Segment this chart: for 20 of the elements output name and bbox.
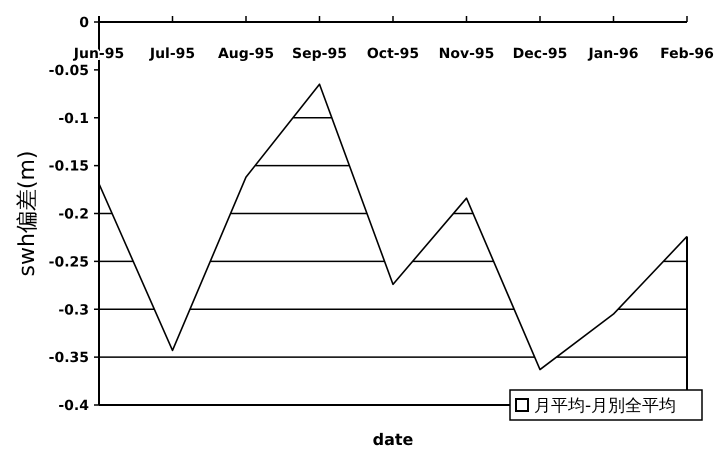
x-tick-label: Oct-95 (366, 46, 420, 62)
y-tick-label: 0 (79, 15, 90, 31)
legend-label: 月平均-月別全平均 (534, 396, 676, 416)
y-tick-label: -0.15 (48, 158, 89, 175)
x-axis-title: date (372, 430, 414, 449)
x-tick-label: Feb-96 (660, 46, 714, 62)
x-tick-label: Sep-95 (292, 46, 347, 62)
x-tick-label: Jan-96 (588, 46, 638, 62)
y-tick-label: -0.35 (48, 350, 89, 366)
y-tick-label: -0.1 (58, 110, 89, 127)
x-tick-label: Nov-95 (438, 46, 494, 62)
y-tick-label: -0.3 (58, 302, 89, 318)
x-tick-label: Aug-95 (218, 46, 274, 62)
y-tick-label: -0.4 (58, 398, 90, 414)
x-tick-label: Jul-95 (148, 46, 196, 62)
y-axis-title: swh偏差(m) (15, 150, 40, 276)
y-tick-label: -0.2 (58, 206, 89, 222)
y-tick-label: -0.05 (48, 62, 89, 79)
y-tick-label: -0.25 (48, 254, 89, 270)
x-tick-label: Dec-95 (512, 46, 568, 62)
